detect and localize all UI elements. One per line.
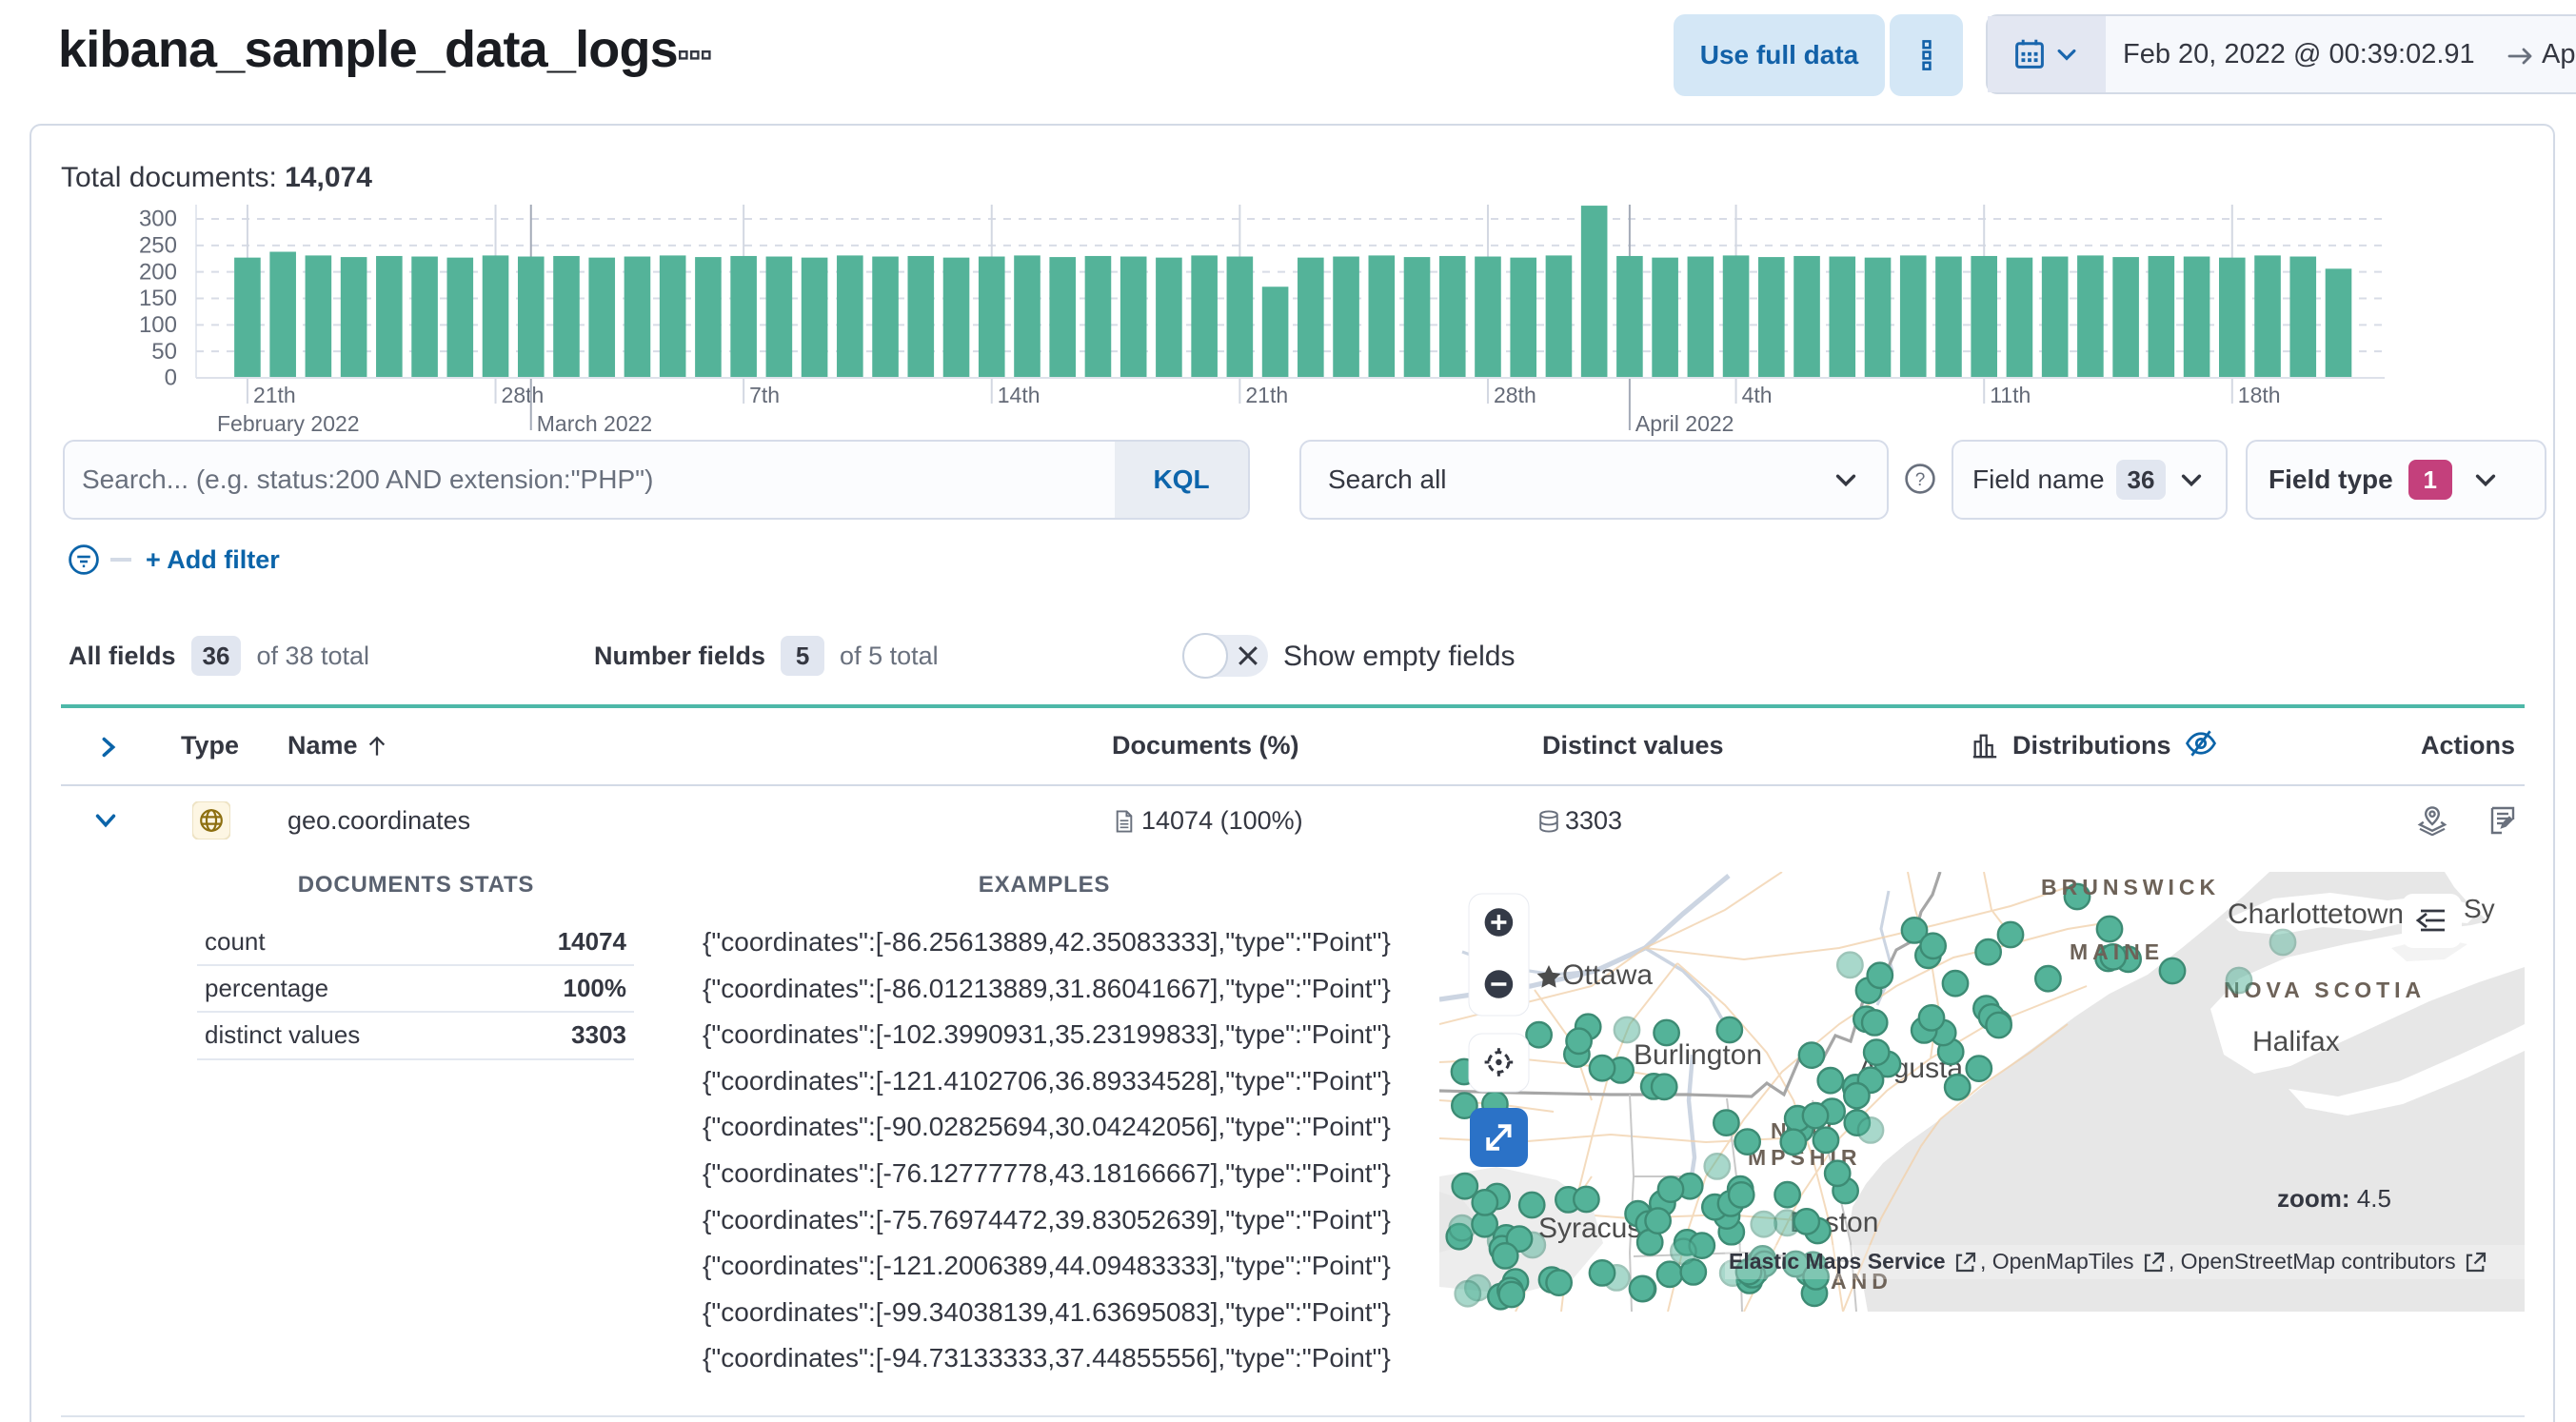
svg-text:Halifax: Halifax (2252, 1026, 2340, 1057)
svg-text:NOVA SCOTIA: NOVA SCOTIA (2224, 978, 2426, 1002)
svg-text:300: 300 (139, 207, 177, 232)
svg-text:100: 100 (139, 312, 177, 338)
svg-text:?: ? (1915, 470, 1926, 490)
svg-text:14th: 14th (998, 383, 1040, 407)
svg-text:February 2022: February 2022 (217, 411, 360, 436)
svg-text:250: 250 (139, 232, 177, 258)
svg-text:200: 200 (139, 259, 177, 285)
svg-text:11th: 11th (1990, 383, 2031, 407)
svg-text:April 2022: April 2022 (1635, 411, 1734, 436)
svg-text:BRUNSWICK: BRUNSWICK (2041, 875, 2220, 899)
svg-text:Ottawa: Ottawa (1562, 959, 1653, 991)
svg-text:Charlottetown: Charlottetown (2228, 899, 2404, 930)
svg-text:7th: 7th (749, 383, 780, 407)
svg-text:21th: 21th (1245, 383, 1288, 407)
svg-text:zoom: 4.5: zoom: 4.5 (2277, 1184, 2391, 1213)
svg-text:0: 0 (165, 365, 177, 391)
svg-text:50: 50 (151, 339, 177, 365)
svg-text:150: 150 (139, 286, 177, 311)
svg-text:Burlington: Burlington (1634, 1039, 1762, 1071)
svg-text:MAINE: MAINE (2070, 939, 2164, 964)
svg-text:28th: 28th (1494, 383, 1536, 407)
svg-text:4th: 4th (1742, 383, 1773, 407)
svg-text:March 2022: March 2022 (537, 411, 652, 436)
svg-text:21th: 21th (253, 383, 296, 407)
svg-text:18th: 18th (2238, 383, 2281, 407)
svg-text:28th: 28th (502, 383, 545, 407)
svg-text:Sy: Sy (2464, 894, 2495, 923)
